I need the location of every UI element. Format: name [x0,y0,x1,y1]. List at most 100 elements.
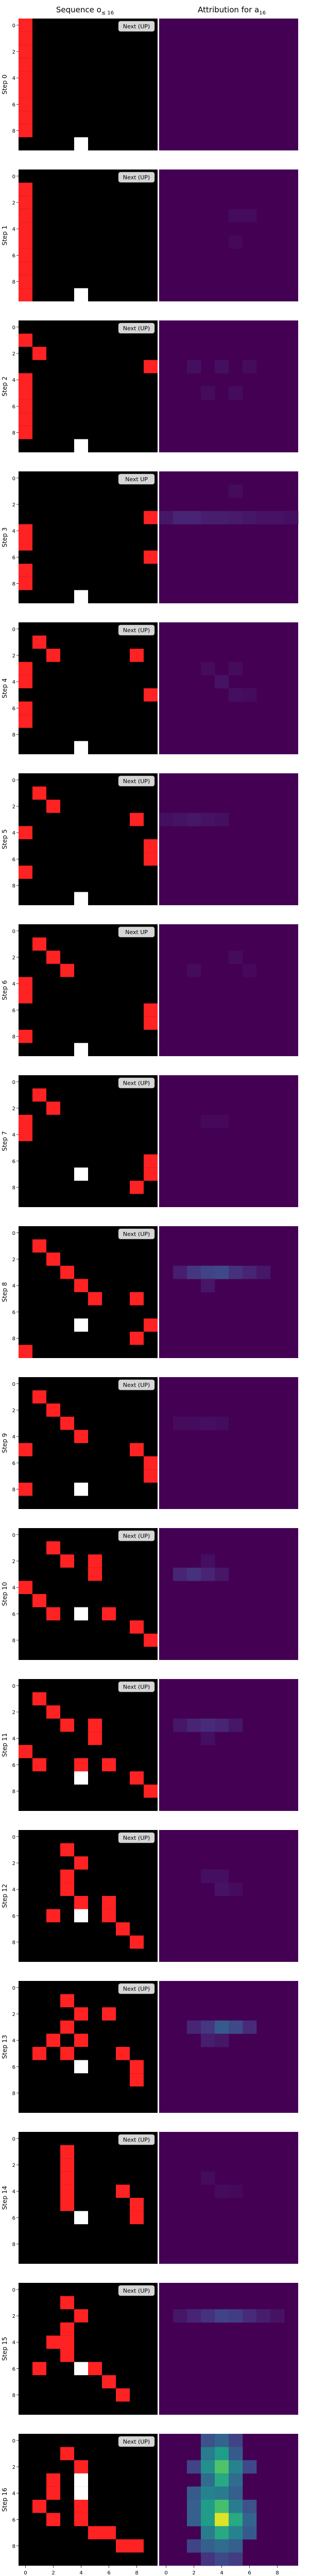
snake-cell [144,550,158,564]
y-tick-label: 0 [12,476,15,482]
attribution-cell [215,1869,229,1883]
y-tick-label: 8 [12,1035,15,1040]
next-action-badge [118,2436,155,2447]
y-tick-label: 8 [12,280,15,285]
snake-cell [60,2047,74,2060]
sequence-panel-bg [19,170,158,301]
attribution-cell [215,2460,229,2474]
snake-cell [19,58,32,72]
y-tick-label: 8 [12,2393,15,2399]
attribution-cell [187,812,201,826]
attribution-cell [215,1416,229,1430]
step-panel: Next (UP) Step 9 0 2 4 6 8 [1,1377,298,1509]
snake-cell [102,1909,116,1923]
y-tick-label: 6 [12,1913,15,1919]
snake-cell [19,715,32,728]
snake-cell [60,2158,74,2172]
right-column-title: Attribution for a16 [198,5,266,16]
snake-cell [74,2033,88,2047]
attribution-cell [201,1567,215,1581]
y-tick-label: 6 [12,2215,15,2221]
food-cell [74,288,88,301]
y-tick-label: 0 [12,1080,15,1086]
y-tick-label: 0 [12,2438,15,2444]
attribution-cell [215,2184,229,2198]
snake-cell [130,1180,144,1194]
y-tick-label: 8 [12,1487,15,1493]
snake-cell [88,2362,102,2376]
step-label: Step 9 [1,1433,8,1453]
y-tick-label: 6 [12,2064,15,2070]
next-action-label: Next UP [125,929,148,936]
snake-cell [130,1771,144,1785]
attribution-cell [201,1554,215,1568]
snake-cell [32,1088,46,1102]
attribution-cell [229,1265,243,1279]
y-tick-label: 2 [12,2012,15,2018]
next-action-badge [118,473,155,485]
snake-cell [144,852,158,866]
attribution-cell [229,235,243,249]
attribution-cell [243,2526,257,2540]
food-cell [74,137,88,150]
snake-cell [19,182,32,196]
snake-cell [88,2526,102,2539]
attribution-cell [229,2020,243,2034]
snake-cell [116,2388,130,2402]
attribution-cell [215,1718,229,1732]
y-tick-label: 8 [12,884,15,889]
snake-cell [32,2047,46,2060]
y-tick-label: 8 [12,1789,15,1795]
snake-cell [46,1403,60,1417]
attribution-cell [229,2486,243,2500]
y-tick-label: 2 [12,351,15,357]
attribution-cell [201,2486,215,2500]
snake-cell [102,2375,116,2388]
attribution-cell [229,386,243,400]
attribution-panel-bg [159,773,298,905]
attribution-cell [229,2513,243,2527]
attribution-cell [215,2500,229,2513]
y-tick-label: 2 [12,1559,15,1565]
food-cell [74,892,88,905]
step-label: Step 1 [1,226,8,246]
attribution-cell [284,511,299,524]
attribution-cell [243,209,257,223]
attribution-cell [270,511,285,524]
food-cell [74,1167,88,1181]
snake-cell [60,1265,74,1279]
attribution-cell [173,1718,187,1732]
snake-cell [19,275,32,289]
step-panel: Next (UP) Step 1 0 2 4 6 8 [1,170,298,301]
attribution-cell [201,511,215,524]
attribution-cell [215,1883,229,1896]
attribution-cell [215,2434,229,2447]
snake-cell [46,2513,60,2527]
attribution-cell [187,1265,201,1279]
snake-cell [102,1896,116,1909]
step-label: Step 2 [1,377,8,397]
attribution-cell [215,2033,229,2047]
snake-cell [46,2033,60,2047]
snake-cell [19,826,32,839]
snake-cell [19,19,32,32]
y-tick-label: 4 [12,2340,15,2346]
next-action-badge [118,624,155,636]
step-label: Step 4 [1,679,8,699]
y-tick-label: 0 [12,1382,15,1387]
attribution-cell [243,2460,257,2474]
snake-cell [32,786,46,800]
step-label: Step 3 [1,528,8,548]
snake-cell [32,1758,46,1772]
snake-cell [19,1443,32,1456]
attribution-cell [256,511,271,524]
attribution-cell [173,1416,187,1430]
snake-cell [144,1318,158,1332]
attribution-cell [201,1265,215,1279]
attribution-cell [201,1869,215,1883]
step-panel: Next (UP) Step 16 0 2 4 6 8 [1,2434,298,2566]
snake-cell [19,386,32,400]
attribution-cell [201,662,215,675]
